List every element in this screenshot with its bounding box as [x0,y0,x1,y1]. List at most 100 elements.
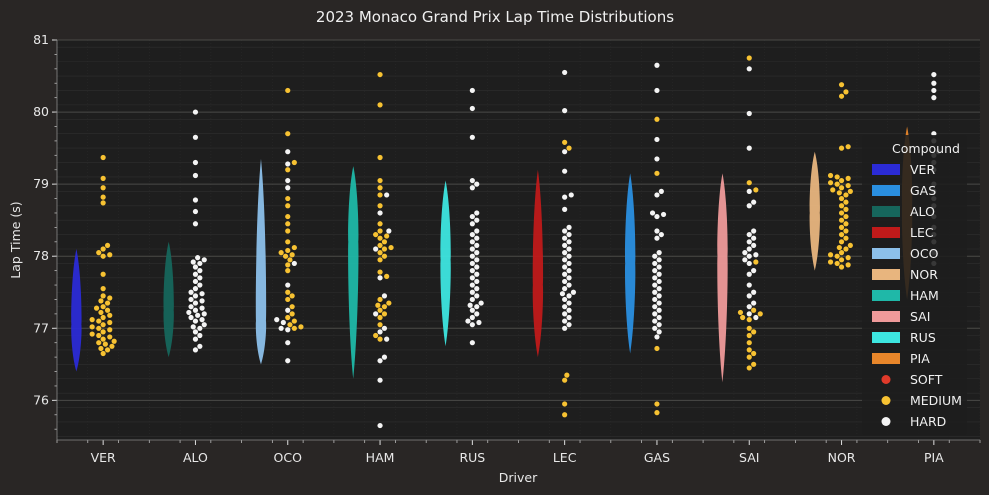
swarm-point-gas [654,213,660,220]
swarm-point-ver [96,250,102,256]
swarm-point-nor [843,221,849,227]
swarm-point-gas [652,311,658,317]
swarm-point-ver [107,334,113,340]
swarm-point-ham [381,239,388,245]
swarm-point-alo [192,293,199,299]
swarm-point-gas [656,264,662,270]
swarm-point-nor [843,89,849,95]
swarm-point-sai [751,268,757,274]
swarm-point-ver [100,350,106,357]
swarm-point-ver [111,338,117,344]
swarm-point-rus [469,296,475,303]
swarm-point-alo [186,309,192,316]
y-tick-label: 80 [33,104,49,119]
swarm-point-rus [474,271,480,277]
swarm-point-gas [654,334,660,340]
swarm-point-rus [474,304,480,310]
swarm-point-nor [843,199,849,205]
swarm-point-gas [652,275,658,281]
swarm-point-alo [199,305,205,311]
swarm-point-ham [377,269,383,275]
swarm-point-rus [469,231,475,238]
swarm-point-alo [201,322,207,328]
swarm-point-alo [195,255,201,261]
swarm-point-rus [469,105,475,112]
swarm-point-alo [192,318,199,324]
legend-swatch-alo [872,206,900,217]
swarm-point-lec [564,372,570,378]
swarm-point-lec [562,194,568,200]
swarm-point-nor [843,246,849,252]
x-axis: VER ALO OCO HAM RUS LEC GAS SAI NOR PIA [56,439,981,465]
swarm-point-gas [652,260,658,267]
swarm-point-oco [285,177,291,184]
swarm-point-ham [377,228,383,234]
x-tick-label-ham: HAM [366,450,395,465]
swarm-point-alo [190,324,196,330]
swarm-point-sai [751,329,757,335]
swarm-point-ham [377,322,383,328]
swarm-point-lec [562,250,568,256]
swarm-point-nor [845,144,851,150]
swarm-point-ham [377,377,383,383]
swarm-point-nor [838,257,845,263]
swarm-point-nor [845,262,851,268]
swarm-point-rus [474,278,480,285]
swarm-point-ham [384,273,390,279]
swarm-point-sai [751,307,757,313]
swarm-point-oco [285,314,291,321]
violin-rus [440,180,451,347]
swarm-point-ham [377,307,383,313]
swarm-point-alo [192,159,199,166]
legend-label-nor: NOR [910,267,938,282]
swarm-point-nor [838,231,845,238]
swarm-point-sai [746,271,752,277]
swarm-point-lec [566,239,572,245]
swarm-point-ham [377,185,383,191]
swarm-point-nor [827,172,834,179]
legend-label-medium: MEDIUM [910,393,962,408]
swarm-point-oco [285,340,291,346]
swarm-point-alo [192,278,199,285]
swarm-point-ham [377,242,383,249]
y-tick-label: 79 [33,176,49,191]
swarm-point-ham [381,354,388,360]
swarm-point-sai [757,311,763,317]
swarm-point-ver [100,293,106,299]
swarm-point-rus [478,300,484,306]
swarm-point-lec [562,278,568,285]
swarm-point-nor [843,213,849,220]
swarm-point-oco [285,239,291,245]
swarm-point-sai [746,282,752,288]
swarm-point-ham [377,102,383,108]
swarm-point-sai [746,354,752,360]
swarm-point-nor [838,224,845,230]
swarm-point-ver [100,194,106,200]
swarm-point-gas [652,325,658,331]
swarm-point-alo [199,317,205,323]
swarm-point-lec [566,314,572,321]
x-axis-title: Driver [499,470,538,485]
swarm-point-sai [746,239,752,245]
swarm-point-rus [469,221,475,227]
swarm-point-oco [285,167,291,173]
swarm-point-sai [746,347,752,353]
swarm-point-ver [96,318,102,324]
swarm-point-oco [278,250,284,256]
swarm-point-gas [652,268,658,274]
swarm-point-alo [192,300,199,306]
swarm-point-ver [89,331,95,337]
swarm-point-nor [838,210,845,216]
swarm-point-ver [107,252,113,258]
swarm-point-ham [381,253,388,259]
swarm-point-ham [377,296,383,303]
legend-swatch-oco [872,248,900,259]
swarm-point-ver [104,242,111,249]
swarm-point-lec [562,206,568,212]
swarm-point-ver [93,305,100,311]
swarm-point-ham [381,304,388,310]
swarm-point-ham [377,235,383,241]
swarm-point-gas [654,62,660,68]
swarm-point-oco [285,87,291,94]
